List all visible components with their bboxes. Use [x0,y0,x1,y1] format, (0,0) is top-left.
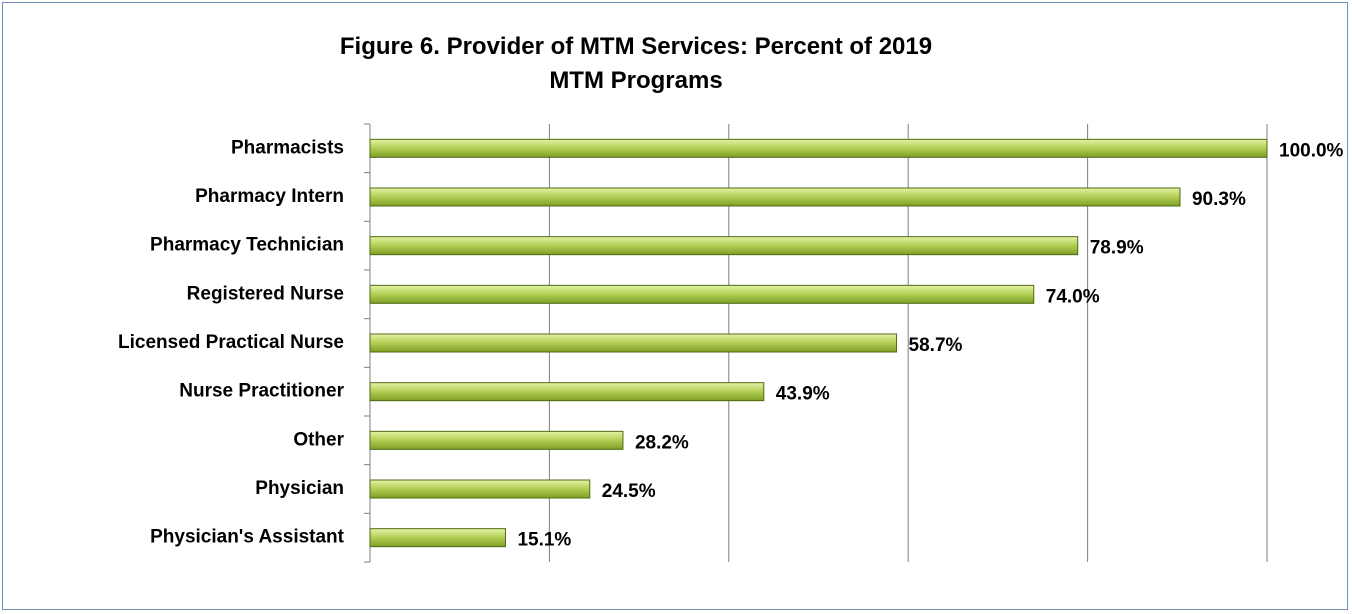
data-label: 58.7% [909,335,963,356]
y-tick-label: Physician's Assistant [150,527,345,548]
data-label: 74.0% [1046,286,1100,307]
data-label: 90.3% [1192,189,1246,210]
data-label: 43.9% [776,384,830,405]
data-label: 15.1% [517,530,571,551]
data-label: 100.0% [1279,140,1344,161]
bar [369,138,1268,158]
data-label: 78.9% [1090,238,1144,259]
y-tick-label: Other [293,429,344,450]
y-tick-label: Pharmacy Intern [195,186,344,207]
bar [369,528,506,548]
bar [369,430,624,450]
bar [369,479,591,499]
bar [369,236,1079,256]
bar [369,382,765,402]
y-tick-label: Licensed Practical Nurse [118,332,344,353]
y-tick-label: Pharmacy Technician [150,235,344,256]
bar [369,333,898,353]
y-tick-label: Nurse Practitioner [179,381,344,402]
bar [369,187,1181,207]
y-tick-label: Registered Nurse [187,283,344,304]
y-tick-label: Physician [255,478,344,499]
data-label: 28.2% [635,432,689,453]
bar [369,284,1035,304]
data-label: 24.5% [602,481,656,502]
chart-title: Figure 6. Provider of MTM Services: Perc… [339,33,933,94]
y-tick-label: Pharmacists [231,137,344,158]
